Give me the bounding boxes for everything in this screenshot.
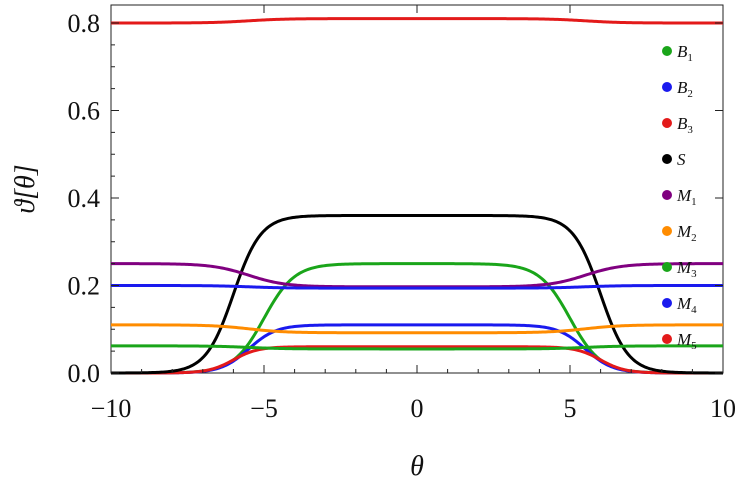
x-tick-label: 5 [564,394,577,423]
series-line-m3 [111,344,723,351]
y-tick-label: 0.2 [68,272,101,301]
series-line-s [111,214,723,375]
legend-label-s: S [677,150,686,169]
y-tick-label: 0.8 [68,9,101,38]
x-tick-label: −10 [91,394,132,423]
legend-marker-m5 [662,334,672,344]
legend-marker-b2 [662,82,672,92]
legend-label-b1: B1 [677,42,693,64]
legend-label-b2: B2 [677,78,693,100]
x-tick-label: 0 [411,394,424,423]
x-tick-label: −5 [250,394,278,423]
y-axis: 0.0 0.2 0.4 0.6 0.8 [68,9,723,388]
legend-label-b3: B3 [677,114,693,136]
plot-frame [110,4,724,374]
legend-marker-b3 [662,118,672,128]
series-line-m4 [111,284,723,290]
series-line-m2 [111,323,723,335]
legend-marker-m3 [662,262,672,272]
y-tick-label: 0.6 [68,97,101,126]
legend-marker-m4 [662,298,672,308]
legend-label-m4: M4 [676,294,697,316]
legend-label-m1: M1 [676,186,697,208]
legend-marker-m1 [662,190,672,200]
series-line-b3 [111,345,723,375]
y-axis-label: ϑ[θ] [10,164,41,213]
y-tick-label: 0.4 [68,184,101,213]
legend-label-m3: M3 [676,258,697,280]
legend-marker-s [662,154,672,164]
legend-label-m5: M5 [676,330,697,352]
legend-marker-b1 [662,46,672,56]
x-axis-label: θ [410,451,424,482]
x-axis: −10 −5 0 5 10 [91,5,736,423]
x-tick-label: 10 [710,394,736,423]
series-line-m5 [111,17,723,25]
legend-marker-m2 [662,226,672,236]
series-lines [110,17,724,375]
legend: B1 B2 B3 S M1 M2 M3 M4 M5 [662,42,697,352]
legend-label-m2: M2 [676,222,697,244]
series-line-m1 [111,262,723,289]
y-tick-label: 0.0 [68,359,101,388]
